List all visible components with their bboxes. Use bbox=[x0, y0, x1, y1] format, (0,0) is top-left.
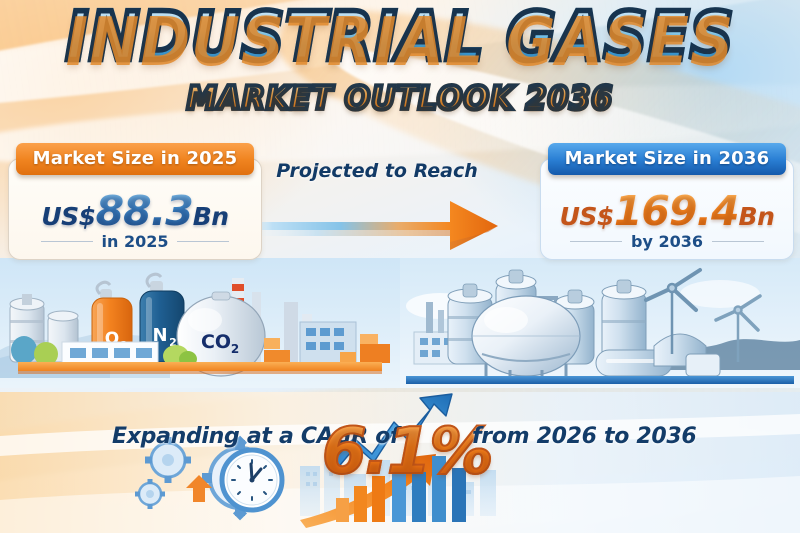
market-size-2036-badge: Market Size in 2036 bbox=[548, 143, 786, 175]
currency-prefix-2025: US$ bbox=[41, 202, 96, 231]
market-size-2036-footnote: by 2036 bbox=[541, 232, 793, 251]
page-subtitle: MARKET OUTLOOK 2036 bbox=[185, 77, 614, 119]
rule-left-2025 bbox=[40, 241, 93, 242]
footnote-text-2036: by 2036 bbox=[631, 232, 703, 251]
growth-arrow-icon bbox=[236, 201, 498, 250]
market-size-2025-value: US$88.3Bn bbox=[9, 187, 261, 235]
cagr-suffix-label: from 2026 to 2036 bbox=[472, 424, 697, 449]
illustration-gas-plant-right bbox=[400, 258, 800, 388]
svg-text:2: 2 bbox=[231, 342, 239, 356]
rule-right-2036 bbox=[711, 241, 764, 242]
rule-left-2036 bbox=[570, 241, 622, 242]
footnote-text-2025: in 2025 bbox=[101, 232, 169, 251]
illustration-gas-plant-left: O 2 N 2 CO 2 bbox=[0, 258, 400, 388]
value-number-2025: 88.3 bbox=[95, 187, 194, 235]
value-unit-2036: Bn bbox=[738, 202, 775, 231]
value-unit-2025: Bn bbox=[192, 202, 229, 231]
market-size-2036-value: US$169.4Bn bbox=[541, 187, 793, 235]
clock-icon bbox=[219, 447, 285, 513]
page-title: INDUSTRIAL GASES bbox=[63, 0, 735, 77]
rule-right-2025 bbox=[177, 241, 230, 242]
market-size-2036-card: Market Size in 2036 US$169.4Bn by 2036 bbox=[540, 143, 794, 260]
market-size-2025-card: Market Size in 2025 US$88.3Bn in 2025 bbox=[8, 143, 262, 260]
market-size-2025-badge: Market Size in 2025 bbox=[16, 143, 254, 175]
cagr-value: 6.1% bbox=[321, 415, 494, 489]
projected-to-reach-label: Projected to Reach bbox=[276, 160, 478, 182]
currency-prefix-2036: US$ bbox=[559, 202, 615, 231]
value-number-2036: 169.4 bbox=[613, 187, 740, 235]
title-block: INDUSTRIAL GASES MARKET OUTLOOK 2036 bbox=[0, 1, 800, 120]
svg-text:CO: CO bbox=[201, 331, 231, 353]
market-size-2025-footnote: in 2025 bbox=[9, 232, 261, 251]
